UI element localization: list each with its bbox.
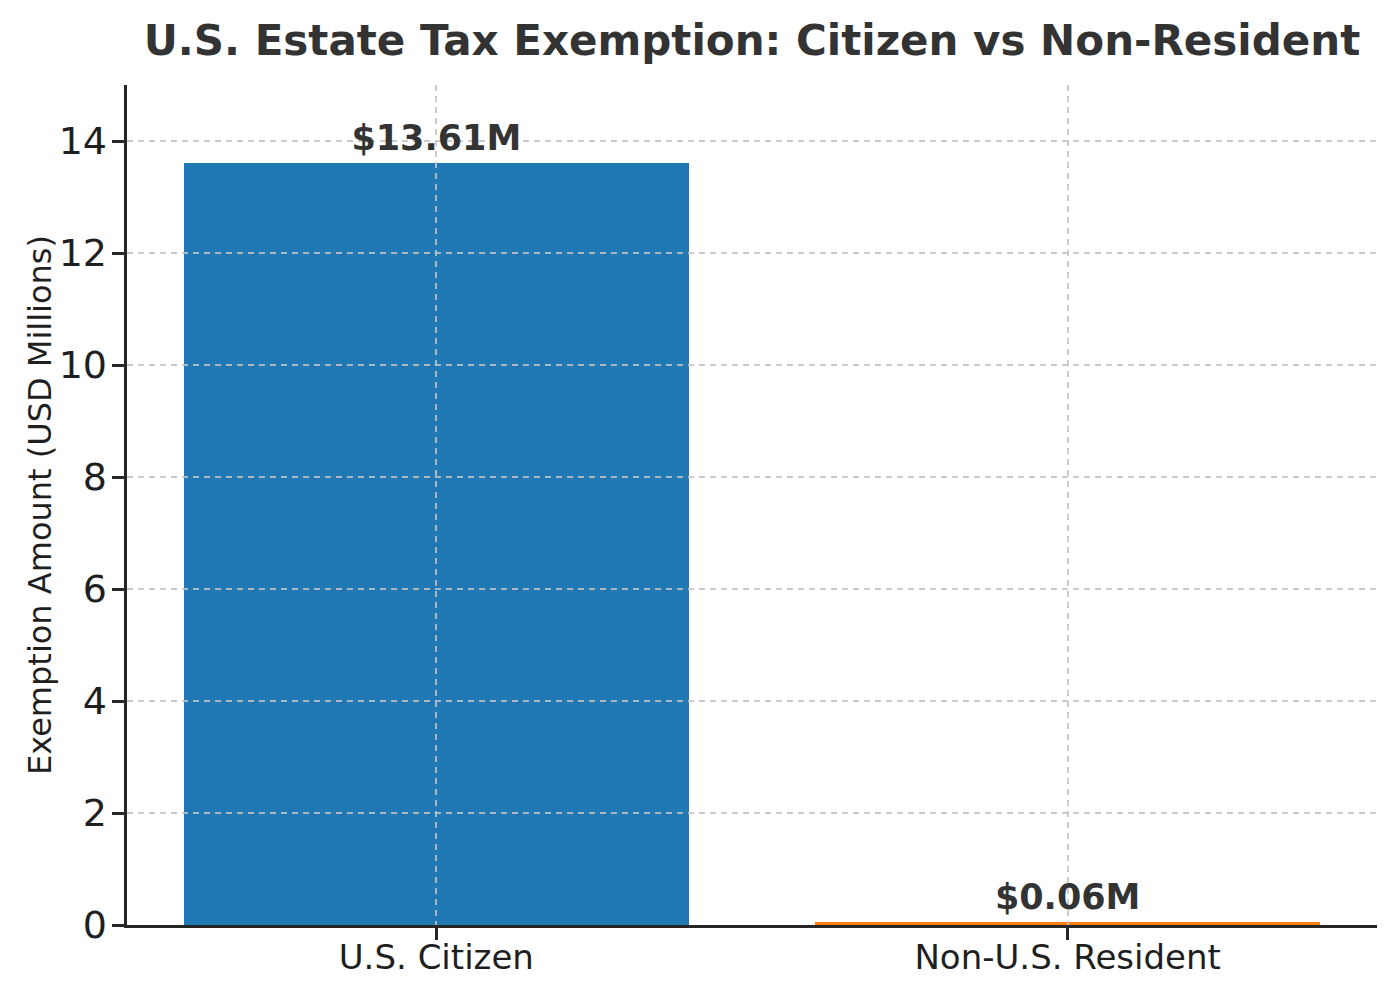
y-tick-mark (112, 588, 124, 591)
y-tick-mark (112, 252, 124, 255)
bar-value-label: $0.06M (848, 876, 1288, 918)
y-tick-label: 0 (7, 903, 107, 947)
plot-area: 02468101214U.S. Citizen$13.61MNon-U.S. R… (127, 85, 1377, 925)
h-gridline (127, 588, 1377, 590)
h-gridline (127, 252, 1377, 254)
h-gridline (127, 364, 1377, 366)
y-tick-label: 4 (7, 679, 107, 723)
h-gridline (127, 812, 1377, 814)
chart-title: U.S. Estate Tax Exemption: Citizen vs No… (127, 16, 1377, 65)
y-tick-mark (112, 364, 124, 367)
bar-value-label: $13.61M (216, 117, 656, 159)
v-gridline (1067, 85, 1069, 925)
x-tick-label: Non-U.S. Resident (848, 936, 1288, 978)
y-tick-mark (112, 924, 124, 927)
h-gridline (127, 476, 1377, 478)
y-tick-label: 8 (7, 455, 107, 499)
y-tick-label: 10 (7, 343, 107, 387)
h-gridline (127, 700, 1377, 702)
y-tick-mark (112, 140, 124, 143)
y-tick-mark (112, 700, 124, 703)
y-axis-spine (124, 85, 127, 928)
x-tick-label: U.S. Citizen (216, 936, 656, 978)
x-axis-spine (124, 925, 1377, 928)
y-tick-label: 2 (7, 791, 107, 835)
chart-figure: U.S. Estate Tax Exemption: Citizen vs No… (0, 0, 1400, 1000)
y-tick-label: 6 (7, 567, 107, 611)
y-tick-label: 14 (7, 119, 107, 163)
y-tick-label: 12 (7, 231, 107, 275)
y-tick-mark (112, 476, 124, 479)
v-gridline (435, 85, 437, 925)
y-tick-mark (112, 812, 124, 815)
